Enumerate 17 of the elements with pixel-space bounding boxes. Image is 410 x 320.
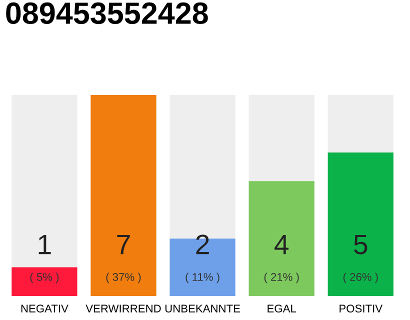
x-tick-label: POSITIV xyxy=(340,304,383,312)
x-tick-label: EGAL xyxy=(268,304,296,312)
data-label: 4 xyxy=(274,234,288,254)
data-label: 1 xyxy=(38,234,51,254)
annotation: ( 5% ) xyxy=(30,272,59,284)
data-label: 5 xyxy=(354,234,368,254)
x-tick-label: VERWIRREND xyxy=(86,304,161,312)
x-tick-label: NEGATIV xyxy=(21,304,68,312)
bar xyxy=(12,267,78,296)
annotation: ( 26% ) xyxy=(343,272,378,284)
data-label: 7 xyxy=(117,234,130,254)
annotation: ( 37% ) xyxy=(106,272,141,284)
data-label: 2 xyxy=(196,234,209,254)
x-tick-label: UNBEKANNTE xyxy=(165,304,240,312)
annotation: ( 11% ) xyxy=(186,272,220,284)
chart-title: 089453552428 xyxy=(6,2,208,24)
annotation: ( 21% ) xyxy=(264,272,299,284)
